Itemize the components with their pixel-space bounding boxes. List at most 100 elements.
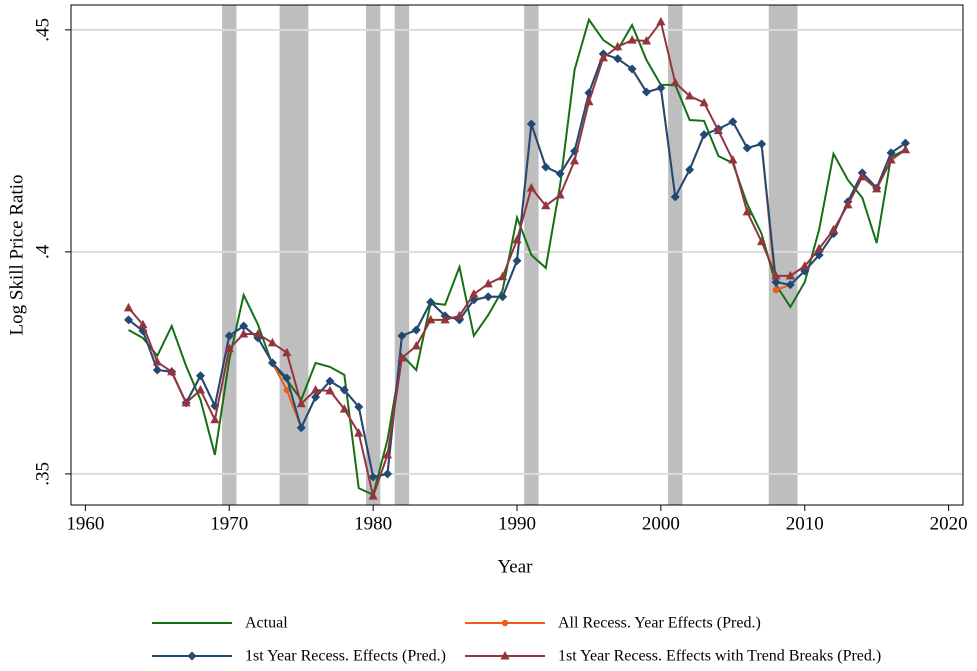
legend-label: 1st Year Recess. Effects (Pred.) [245,648,446,665]
point [483,292,493,302]
x-tick-label: 2020 [930,513,968,534]
point [641,87,651,97]
point [843,199,853,209]
point [339,385,349,395]
point [339,404,349,413]
point [187,651,197,661]
recession-band [279,5,309,505]
point [828,224,839,234]
point [296,398,306,408]
x-tick-label: 2000 [642,513,680,534]
point [598,52,608,62]
legend-item: All Recess. Year Effects (Pred.) [465,615,761,632]
point [152,365,162,375]
point [239,321,249,331]
recession-band [394,5,410,505]
x-tick-label: 1990 [498,513,536,534]
x-tick-label: 1970 [210,513,248,534]
point [311,392,321,402]
x-tick-label: 2010 [786,513,824,534]
point [886,148,896,158]
point [584,96,594,106]
point [857,171,867,181]
point [785,280,795,290]
point [670,192,680,202]
point [613,54,623,64]
point [526,119,536,129]
point [872,183,882,193]
point [282,347,292,357]
legend-label: 1st Year Recess. Effects with Trend Brea… [558,648,881,665]
point [613,41,623,51]
x-tick-label: 1960 [66,513,104,534]
point [195,371,205,381]
point [886,154,896,164]
x-axis-label: Year [497,556,533,577]
y-axis-label: Log Skill Price Ratio [6,175,27,336]
point [283,386,291,394]
plot-frame [70,4,964,506]
point [627,64,637,74]
point [368,472,378,482]
recession-band [365,5,381,505]
point [699,97,709,107]
point [411,341,421,350]
point [483,278,493,288]
point [728,154,738,164]
point [325,385,335,395]
point [814,243,824,253]
legend-item: 1st Year Recess. Effects with Trend Brea… [465,648,881,665]
point [469,289,479,298]
point [656,16,666,26]
x-tick-label: 1980 [354,513,392,534]
point [757,139,767,149]
point [383,469,393,479]
point [224,331,234,341]
point [354,402,364,412]
point [713,125,724,135]
point [728,117,738,127]
point [501,619,509,627]
point [195,384,206,394]
y-tick-label: .4 [32,244,53,259]
point [498,271,508,281]
point [785,270,795,280]
recession-band [222,5,237,505]
point [685,91,695,100]
point [771,270,781,280]
point [354,428,364,437]
point [411,325,421,335]
point [123,302,134,312]
point [440,314,450,324]
point [569,155,580,165]
point [699,130,709,140]
point [742,143,752,153]
point [181,397,191,407]
y-tick-label: .45 [32,18,53,42]
legend-item: Actual [152,615,288,632]
point [426,314,436,324]
point [397,353,407,362]
point [239,329,249,338]
point [500,651,510,660]
point [167,366,177,376]
point [267,337,278,347]
point [900,144,911,154]
point [253,329,263,338]
legend-label: Actual [245,615,288,632]
point [210,414,220,424]
point [397,331,407,341]
y-tick-label: .35 [32,462,53,486]
point [685,165,695,175]
point [296,423,306,433]
point [426,297,436,307]
point [555,169,565,179]
point [742,206,752,216]
point [541,200,551,210]
point [555,190,565,199]
point [282,373,292,383]
point [541,162,551,172]
point [772,286,780,294]
point [498,292,508,302]
point [124,315,134,325]
